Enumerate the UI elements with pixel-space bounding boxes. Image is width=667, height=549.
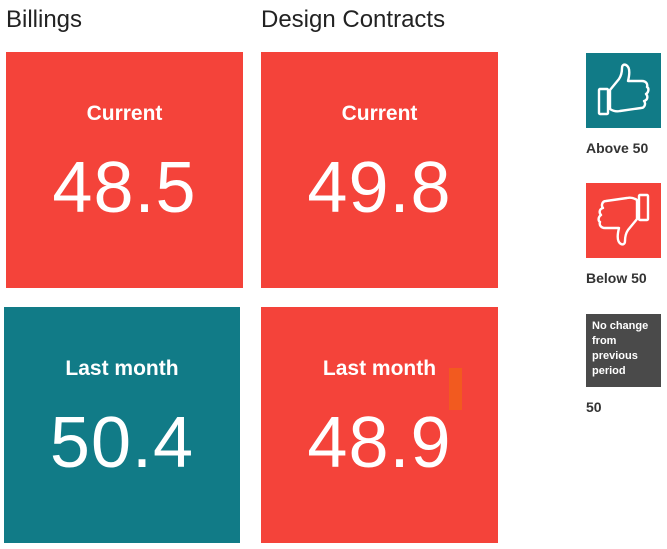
thumbs-down-icon (597, 193, 650, 246)
billings-last-month-value: 50.4 (49, 403, 195, 483)
legend-below-swatch (586, 183, 661, 258)
no-change-line: previous (592, 350, 638, 362)
design-contracts-current-tile: Current 49.8 (261, 52, 498, 288)
legend-no-change-label: 50 (586, 399, 602, 415)
no-change-line: from (592, 335, 617, 347)
highlight-marker (449, 368, 462, 410)
legend-above-label: Above 50 (586, 140, 649, 156)
design-contracts-title: Design Contracts (261, 6, 446, 33)
design-contracts-current-value: 49.8 (307, 148, 452, 228)
billings-last-month-tile: Last month 50.4 (4, 307, 240, 543)
legend-below-label: Below 50 (586, 270, 647, 286)
no-change-line: period (592, 365, 626, 377)
billings-last-month-label: Last month (65, 357, 179, 380)
billings-current-label: Current (86, 102, 163, 125)
design-contracts-last-month-tile: Last month 48.9 (261, 307, 498, 543)
thumbs-up-icon (597, 63, 650, 116)
billings-current-tile: Current 48.5 (6, 52, 243, 288)
legend-above-swatch (586, 53, 661, 128)
design-contracts-current-label: Current (341, 102, 418, 125)
design-contracts-last-month-value: 48.9 (307, 403, 452, 483)
billings-title: Billings (6, 6, 83, 33)
legend-no-change-swatch: No change from previous period (586, 314, 661, 387)
design-contracts-last-month-label: Last month (322, 357, 437, 380)
billings-current-value: 48.5 (52, 148, 197, 228)
no-change-line: No change (592, 320, 649, 332)
